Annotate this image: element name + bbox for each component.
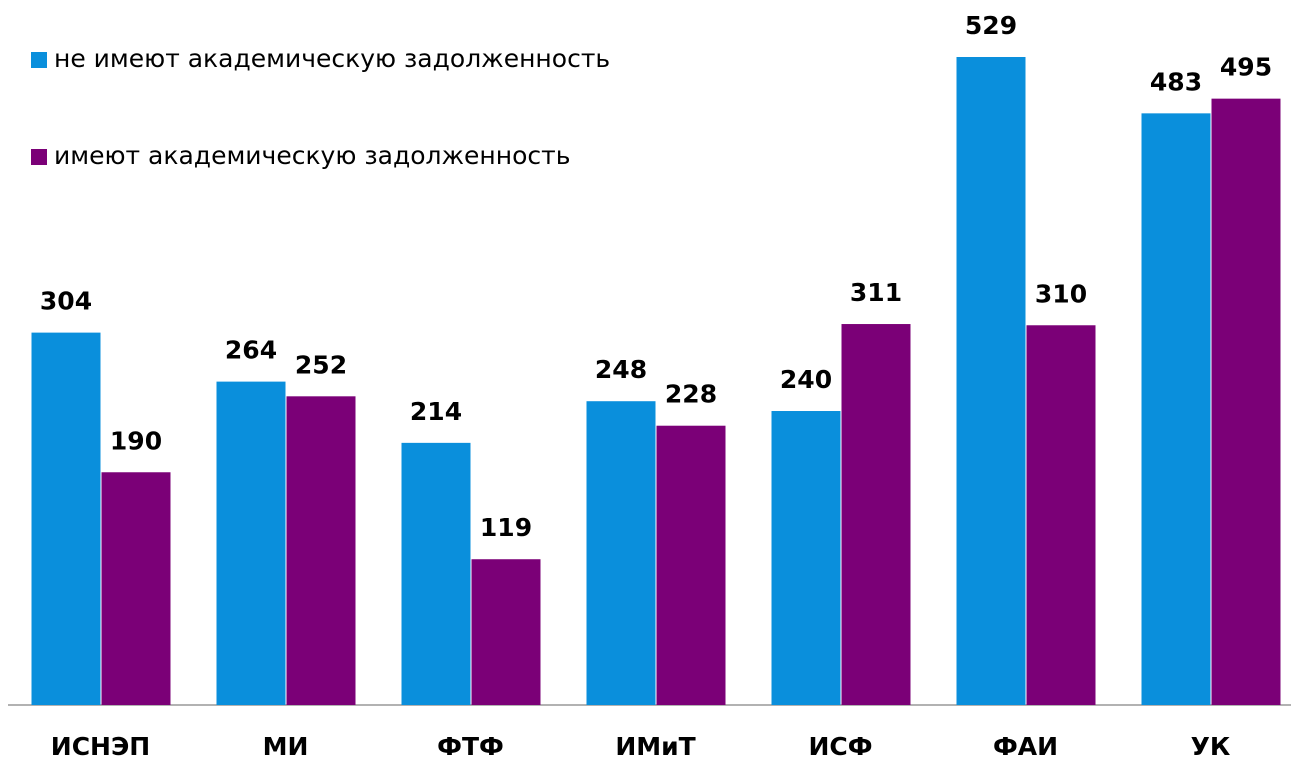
legend-swatch bbox=[31, 52, 47, 68]
bar bbox=[401, 442, 471, 705]
x-tick-label: МИ bbox=[263, 732, 309, 761]
data-label: 248 bbox=[595, 355, 647, 384]
bar bbox=[771, 411, 841, 705]
bar bbox=[1141, 113, 1211, 705]
bar bbox=[1211, 98, 1281, 706]
data-label: 214 bbox=[410, 397, 462, 426]
data-label: 119 bbox=[480, 513, 532, 542]
x-tick-label: ИМиТ bbox=[615, 732, 695, 761]
bar bbox=[956, 57, 1026, 705]
bar bbox=[1026, 325, 1096, 705]
legend-label: имеют академическую задолженность bbox=[54, 141, 570, 170]
bar bbox=[471, 559, 541, 705]
bar bbox=[841, 324, 911, 705]
data-label: 529 bbox=[965, 11, 1017, 40]
x-tick-label: УК bbox=[1191, 732, 1231, 761]
data-label: 252 bbox=[295, 350, 347, 379]
data-label: 264 bbox=[225, 336, 277, 365]
bar bbox=[286, 396, 356, 705]
data-label: 483 bbox=[1150, 67, 1202, 96]
data-label: 310 bbox=[1035, 279, 1087, 308]
data-label: 240 bbox=[780, 365, 832, 394]
bar bbox=[586, 401, 656, 705]
data-label: 190 bbox=[110, 426, 162, 455]
bar bbox=[656, 425, 726, 705]
legend-label: не имеют академическую задолженность bbox=[54, 44, 610, 73]
x-tick-label: ИСФ bbox=[808, 732, 872, 761]
x-tick-label: ФТФ bbox=[437, 732, 504, 761]
bar bbox=[101, 472, 171, 705]
data-label: 304 bbox=[40, 287, 92, 316]
x-tick-label: ИСНЭП bbox=[51, 732, 150, 761]
data-label: 311 bbox=[850, 278, 902, 307]
bar bbox=[216, 381, 286, 705]
bar bbox=[31, 332, 101, 705]
legend-swatch bbox=[31, 149, 47, 165]
x-tick-label: ФАИ bbox=[993, 732, 1058, 761]
data-label: 495 bbox=[1220, 53, 1272, 82]
data-label: 228 bbox=[665, 380, 717, 409]
